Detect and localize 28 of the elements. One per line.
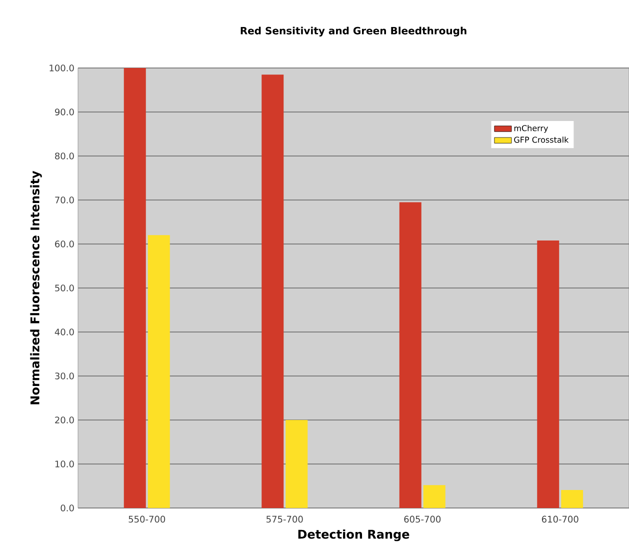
y-axis-title: Normalized Fluorescence Intensity [30,170,42,404]
bar [561,490,584,508]
y-tick-label: 80.0 [55,152,74,160]
legend-label: GFP Crosstalk [514,136,569,143]
legend-label: mCherry [514,124,548,133]
y-tick-label: 90.0 [55,108,74,116]
x-axis-title: Detection Range [298,529,410,542]
bar [537,240,560,508]
bar [399,202,422,508]
y-tick-label: 60.0 [55,240,74,248]
y-tick-label: 50.0 [55,284,74,292]
x-tick-label: 550-700 [128,516,166,523]
x-tick-label: 575-700 [266,516,303,523]
bar [148,235,170,508]
x-tick-label: 605-700 [404,516,441,523]
bar [423,485,446,508]
bar [124,68,146,508]
y-tick-label: 100.0 [50,64,74,72]
x-tick-label: 610-700 [542,516,578,523]
y-tick-label: 30.0 [55,372,74,380]
y-tick-label: 20.0 [55,416,74,424]
y-tick-label: 70.0 [55,196,74,204]
bar [286,420,308,508]
bar [262,74,284,508]
chart-title: Red Sensitivity and Green Bleedthrough [240,26,466,36]
y-tick-label: 10.0 [55,460,74,468]
y-tick-label: 0.0 [60,504,74,512]
y-tick-label: 40.0 [54,328,74,336]
